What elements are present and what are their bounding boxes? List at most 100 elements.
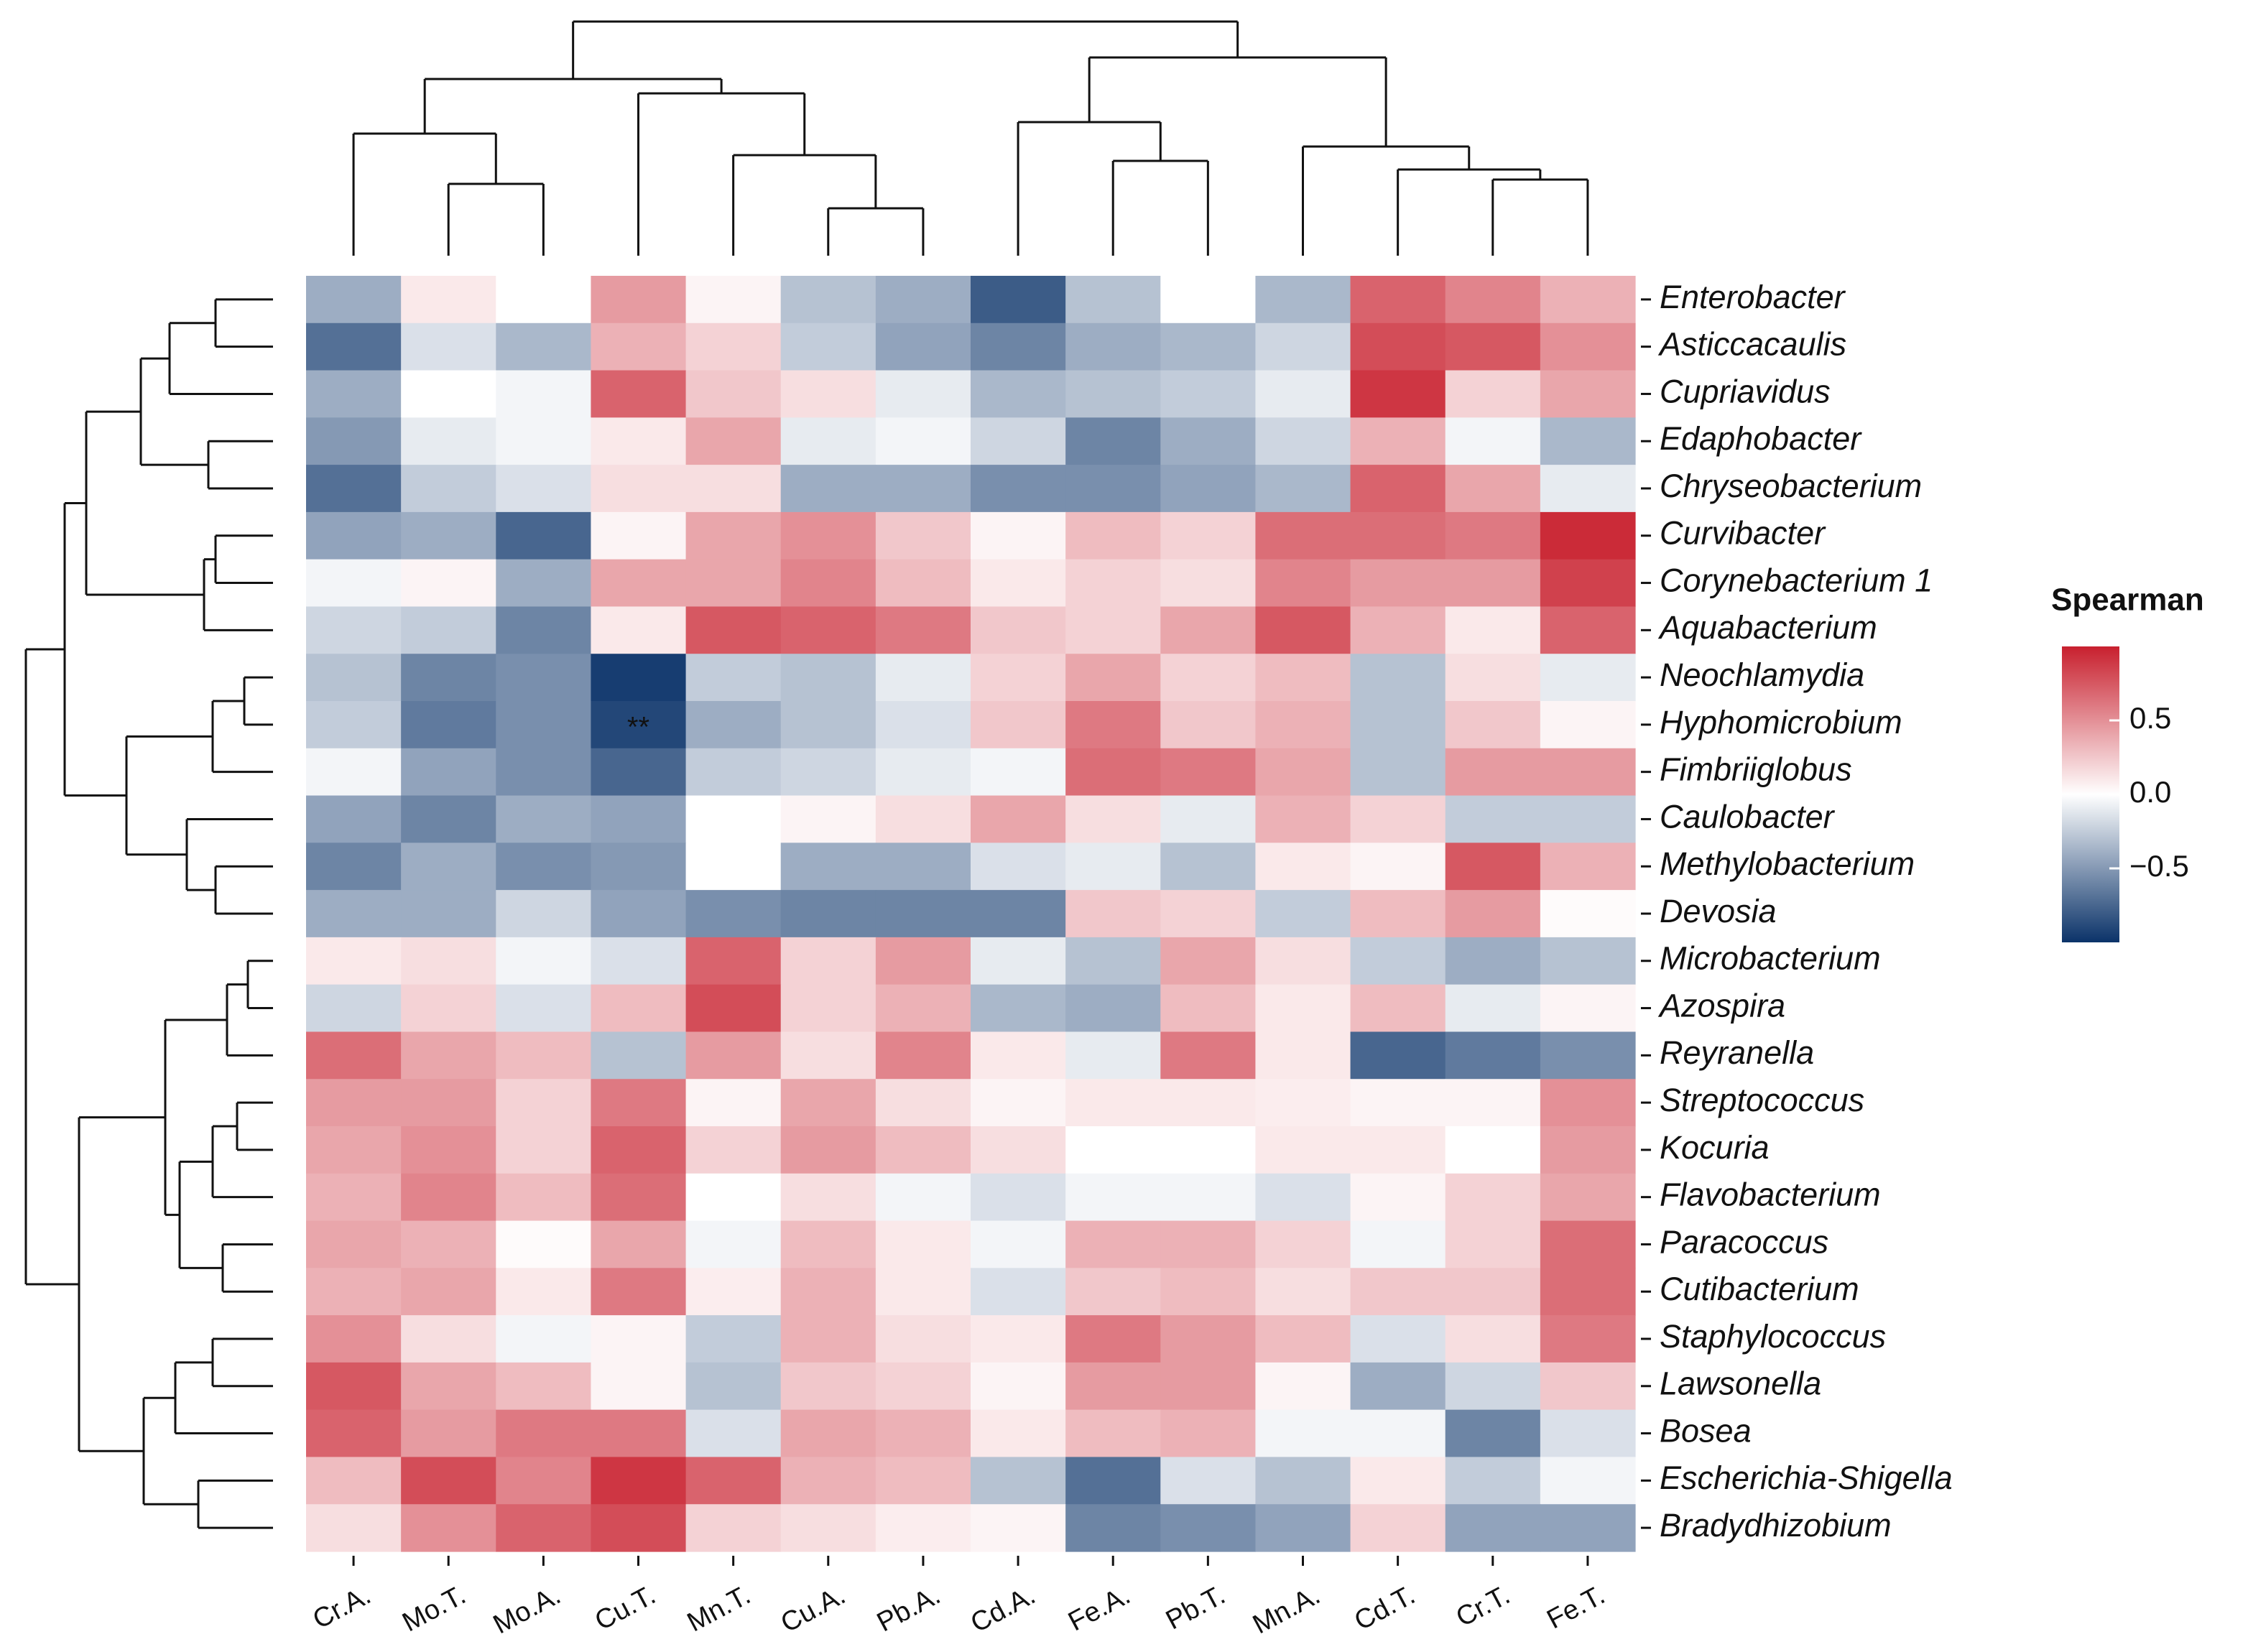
heatmap-cell: [1350, 417, 1446, 465]
heatmap-cell: [306, 701, 402, 749]
heatmap-cell: [401, 1504, 496, 1552]
heatmap-cell: [401, 795, 496, 843]
heatmap-cell: [591, 465, 687, 513]
heatmap-cell: [971, 890, 1066, 938]
heatmap-cell: [1160, 276, 1257, 324]
row-label: Escherichia-Shigella: [1660, 1460, 1953, 1496]
heatmap-cell: [1065, 937, 1161, 985]
heatmap-cell: [875, 984, 971, 1033]
heatmap-cell: [1445, 322, 1541, 371]
heatmap-cell: [875, 322, 971, 371]
heatmap-cell: [1350, 1409, 1446, 1458]
row-label: Cutibacterium: [1660, 1271, 1859, 1307]
heatmap-cell: [306, 559, 402, 608]
heatmap-cell: [591, 1409, 687, 1458]
heatmap-cell: [306, 1268, 402, 1316]
row-label: Asticcacaulis: [1657, 326, 1846, 363]
heatmap-cell: [1255, 465, 1351, 513]
heatmap-cell: [780, 276, 876, 324]
col-label: Cu.T.: [590, 1580, 660, 1637]
heatmap-cell: [1065, 1315, 1161, 1363]
heatmap-cell: [875, 1220, 971, 1268]
heatmap-cell: [496, 843, 592, 891]
heatmap-cell: [401, 843, 496, 891]
row-label: Bradydhizobium: [1660, 1507, 1892, 1544]
heatmap-cell: [1160, 654, 1257, 702]
heatmap-cell: [685, 1409, 782, 1458]
heatmap-cell: [1445, 1268, 1541, 1316]
heatmap-cell: [1255, 1315, 1351, 1363]
heatmap-cell: [875, 559, 971, 608]
heatmap-cell: [1540, 1173, 1636, 1222]
heatmap-cell: [1065, 370, 1161, 418]
heatmap-cell: [306, 1362, 402, 1411]
heatmap-cell: [780, 1362, 876, 1411]
heatmap-cell: [1065, 1173, 1161, 1222]
heatmap-cell: [1255, 937, 1351, 985]
heatmap-cell: [971, 276, 1066, 324]
heatmap-cell: [306, 511, 402, 560]
heatmap-cell: [1445, 1457, 1541, 1505]
heatmap-cell: [401, 1173, 496, 1222]
heatmap-cell: [306, 654, 402, 702]
row-label: Methylobacterium: [1660, 845, 1915, 882]
heatmap-cell: [591, 1268, 687, 1316]
row-label: Caulobacter: [1660, 798, 1836, 835]
heatmap-cell: [591, 1079, 687, 1127]
heatmap-cell: [306, 1504, 402, 1552]
heatmap-cell: [780, 748, 876, 797]
heatmap-cell: [591, 276, 687, 324]
heatmap-cell: [306, 1315, 402, 1363]
heatmap-cell: [1255, 511, 1351, 560]
heatmap-cell: [591, 748, 687, 797]
heatmap-cell: [780, 322, 876, 371]
heatmap-cell: [875, 1173, 971, 1222]
heatmap-cell: [1160, 1457, 1257, 1505]
heatmap-cell: [685, 795, 782, 843]
heatmap-cell: [591, 1031, 687, 1080]
heatmap-cell: [685, 654, 782, 702]
heatmap-cell: [780, 1268, 876, 1316]
row-label: Bosea: [1660, 1412, 1752, 1449]
heatmap-cell: [496, 322, 592, 371]
heatmap-cell: [1540, 1362, 1636, 1411]
heatmap-cell: [1065, 559, 1161, 608]
heatmap-cell: [1540, 795, 1636, 843]
heatmap-cell: [1065, 1268, 1161, 1316]
heatmap-cell: [685, 370, 782, 418]
heatmap-cell: [1065, 701, 1161, 749]
heatmap-cell: [1160, 370, 1257, 418]
heatmap-cell: [1445, 417, 1541, 465]
heatmap-cell: [1540, 1031, 1636, 1080]
heatmap-cell: [1255, 1409, 1351, 1458]
heatmap-cell: [1350, 276, 1446, 324]
heatmap-cell: [685, 1126, 782, 1174]
heatmap-cell: [875, 748, 971, 797]
heatmap-cell: [971, 606, 1066, 654]
heatmap-cell: [685, 1173, 782, 1222]
heatmap-cell: [971, 1409, 1066, 1458]
heatmap-cell: [306, 1457, 402, 1505]
heatmap-cell: [591, 1220, 687, 1268]
heatmap-cell: [591, 984, 687, 1033]
heatmap-cell: [591, 795, 687, 843]
row-label: Corynebacterium 1: [1660, 562, 1933, 598]
heatmap-cell: [1350, 1079, 1446, 1127]
heatmap-cell: [306, 1031, 402, 1080]
heatmap-cell: [780, 1409, 876, 1458]
heatmap-cell: [591, 937, 687, 985]
heatmap-cell: [1540, 511, 1636, 560]
heatmap-cell: [685, 276, 782, 324]
heatmap-cell: [401, 654, 496, 702]
heatmap-cell: [306, 417, 402, 465]
row-label: Flavobacterium: [1660, 1177, 1881, 1213]
heatmap-cell: [875, 465, 971, 513]
heatmap-cell: [306, 748, 402, 797]
col-label: Fe.T.: [1542, 1580, 1610, 1635]
heatmap-cell: [685, 1031, 782, 1080]
heatmap-cell: [1160, 417, 1257, 465]
heatmap-cell: [1065, 984, 1161, 1033]
heatmap-cell: [685, 937, 782, 985]
row-label: Fimbriiglobus: [1660, 751, 1852, 788]
row-label: Kocuria: [1660, 1129, 1770, 1166]
